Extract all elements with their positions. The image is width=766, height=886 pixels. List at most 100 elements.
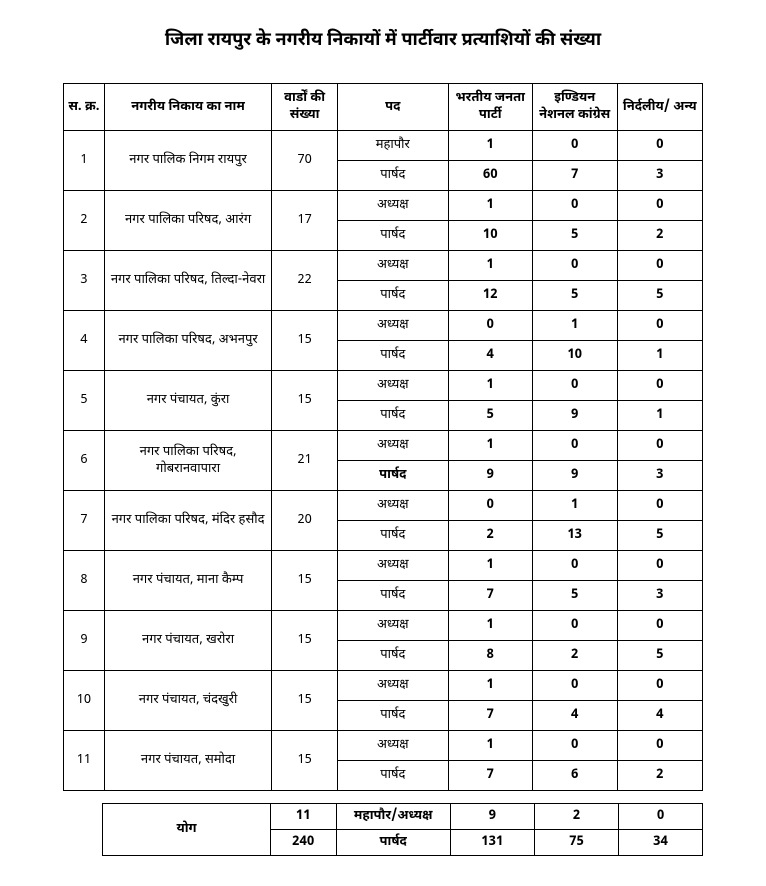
cell-head-bjp: 1 [448,131,532,161]
cell-post-head: अध्यक्ष [337,611,448,641]
cell-head-inc: 0 [532,371,617,401]
cell-member-inc: 6 [532,761,617,791]
cell-sno: 1 [64,131,105,191]
cell-member-inc: 10 [532,341,617,371]
table-row: 7नगर पालिका परिषद, मंदिर हसौद20अध्यक्ष01… [64,491,703,521]
cell-head-ind: 0 [617,131,702,161]
table-row: 3नगर पालिका परिषद, तिल्दा-नेवरा22अध्यक्ष… [64,251,703,281]
table-row: 2नगर पालिका परिषद, आरंग17अध्यक्ष100 [64,191,703,221]
total-head-count: 11 [270,804,336,830]
cell-head-ind: 0 [617,251,702,281]
cell-head-bjp: 1 [448,551,532,581]
cell-member-inc: 5 [532,221,617,251]
cell-member-inc: 13 [532,521,617,551]
cell-wards: 15 [272,311,338,371]
cell-head-bjp: 1 [448,431,532,461]
col-body: नगरीय निकाय का नाम [104,84,271,131]
total-head-inc: 2 [535,804,619,830]
cell-post-member: पार्षद [337,701,448,731]
cell-post-head: अध्यक्ष [337,491,448,521]
cell-wards: 22 [272,251,338,311]
cell-wards: 17 [272,191,338,251]
cell-head-inc: 0 [532,731,617,761]
total-head-label: महापौर/अध्यक्ष [336,804,450,830]
cell-member-ind: 5 [617,281,702,311]
cell-head-inc: 0 [532,671,617,701]
cell-member-bjp: 5 [448,401,532,431]
cell-member-bjp: 4 [448,341,532,371]
cell-head-bjp: 0 [448,491,532,521]
cell-post-head: महापौर [337,131,448,161]
cell-body-name: नगर पालिका परिषद, मंदिर हसौद [104,491,271,551]
cell-post-member: पार्षद [337,581,448,611]
cell-post-member: पार्षद [337,521,448,551]
col-wards: वार्डों की संख्या [272,84,338,131]
cell-sno: 10 [64,671,105,731]
cell-post-member: पार्षद [337,221,448,251]
cell-wards: 15 [272,371,338,431]
cell-head-bjp: 1 [448,371,532,401]
cell-member-bjp: 2 [448,521,532,551]
cell-sno: 2 [64,191,105,251]
col-inc: इण्डियन नेशनल कांग्रेस [532,84,617,131]
cell-head-bjp: 1 [448,611,532,641]
cell-body-name: नगर पालिक निगम रायपुर [104,131,271,191]
col-sno: स. क्र. [64,84,105,131]
cell-body-name: नगर पंचायत, खरोरा [104,611,271,671]
cell-body-name: नगर पंचायत, माना कैम्प [104,551,271,611]
cell-member-inc: 2 [532,641,617,671]
table-row: 6नगर पालिका परिषद, गोबरानवापारा21अध्यक्ष… [64,431,703,461]
total-member-count: 240 [270,830,336,856]
total-head-bjp: 9 [450,804,535,830]
cell-member-inc: 5 [532,281,617,311]
cell-wards: 15 [272,671,338,731]
cell-body-name: नगर पंचायत, कुंरा [104,371,271,431]
table-row: 8नगर पंचायत, माना कैम्प15अध्यक्ष100 [64,551,703,581]
cell-member-ind: 5 [617,641,702,671]
cell-post-member: पार्षद [337,761,448,791]
cell-body-name: नगर पालिका परिषद, तिल्दा-नेवरा [104,251,271,311]
cell-body-name: नगर पंचायत, समोदा [104,731,271,791]
cell-head-bjp: 1 [448,671,532,701]
cell-member-ind: 1 [617,341,702,371]
cell-post-member: पार्षद [337,161,448,191]
cell-head-inc: 0 [532,191,617,221]
cell-post-head: अध्यक्ष [337,191,448,221]
cell-body-name: नगर पालिका परिषद, आरंग [104,191,271,251]
col-post: पद [337,84,448,131]
cell-member-bjp: 8 [448,641,532,671]
cell-member-bjp: 7 [448,581,532,611]
cell-wards: 15 [272,731,338,791]
cell-wards: 20 [272,491,338,551]
cell-body-name: नगर पंचायत, चंदखुरी [104,671,271,731]
total-head-row: योग 11 महापौर/अध्यक्ष 9 2 0 [63,804,703,830]
cell-head-inc: 1 [532,311,617,341]
table-header-row: स. क्र. नगरीय निकाय का नाम वार्डों की सं… [64,84,703,131]
cell-member-inc: 7 [532,161,617,191]
table-row: 11नगर पंचायत, समोदा15अध्यक्ष100 [64,731,703,761]
table-row: 10नगर पंचायत, चंदखुरी15अध्यक्ष100 [64,671,703,701]
total-member-inc: 75 [535,830,619,856]
cell-head-bjp: 1 [448,191,532,221]
cell-head-ind: 0 [617,491,702,521]
cell-post-head: अध्यक्ष [337,251,448,281]
cell-head-ind: 0 [617,671,702,701]
cell-head-inc: 0 [532,251,617,281]
cell-member-inc: 9 [532,401,617,431]
cell-member-ind: 3 [617,461,702,491]
cell-member-bjp: 60 [448,161,532,191]
cell-sno: 7 [64,491,105,551]
col-ind: निर्दलीय/ अन्य [617,84,702,131]
candidates-table: स. क्र. नगरीय निकाय का नाम वार्डों की सं… [63,83,703,791]
cell-post-head: अध्यक्ष [337,311,448,341]
total-label: योग [103,804,270,856]
cell-head-ind: 0 [617,311,702,341]
cell-member-ind: 5 [617,521,702,551]
cell-head-inc: 0 [532,551,617,581]
cell-member-bjp: 10 [448,221,532,251]
cell-head-bjp: 0 [448,311,532,341]
cell-post-head: अध्यक्ष [337,431,448,461]
cell-head-ind: 0 [617,611,702,641]
cell-wards: 70 [272,131,338,191]
cell-head-ind: 0 [617,731,702,761]
